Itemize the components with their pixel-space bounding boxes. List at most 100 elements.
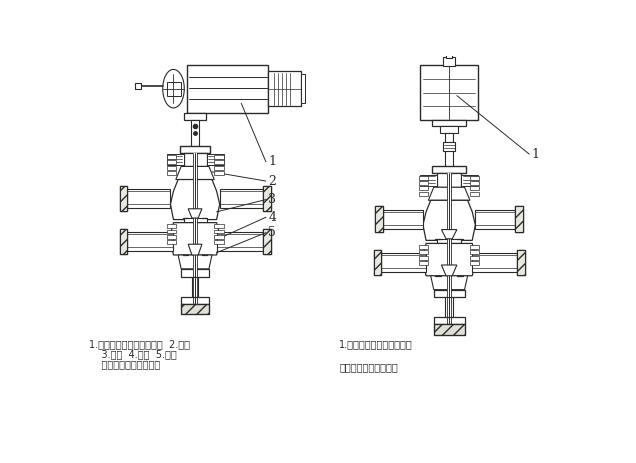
Bar [445, 132, 453, 167]
Bar [374, 250, 382, 275]
Polygon shape [431, 276, 467, 290]
Bar [214, 166, 223, 169]
Bar [445, 297, 453, 319]
Bar [440, 126, 459, 132]
Bar [167, 240, 176, 244]
Polygon shape [188, 244, 202, 255]
Bar [167, 235, 176, 239]
Bar [380, 253, 426, 272]
Bar [126, 232, 174, 251]
Bar [214, 171, 223, 175]
Bar [470, 245, 479, 249]
Bar [167, 160, 176, 164]
Polygon shape [178, 255, 212, 269]
Bar [375, 206, 383, 232]
Polygon shape [176, 166, 214, 180]
Polygon shape [170, 223, 221, 255]
Bar [462, 175, 478, 186]
Bar [192, 276, 198, 298]
Bar [432, 166, 466, 173]
Bar [434, 290, 464, 297]
Bar [470, 261, 479, 265]
Bar [473, 253, 518, 272]
Bar [470, 181, 479, 185]
Bar [515, 206, 523, 232]
Bar [214, 240, 223, 244]
Bar [515, 206, 523, 232]
Text: 1.电动执行机构（电子型）: 1.电动执行机构（电子型） [339, 339, 413, 349]
Bar [432, 120, 466, 126]
Bar [181, 269, 209, 276]
Bar [219, 189, 265, 208]
Bar [443, 57, 455, 66]
Bar [443, 142, 455, 151]
Bar [419, 187, 429, 190]
Bar [120, 186, 127, 211]
Bar [217, 232, 265, 251]
Bar [188, 65, 268, 113]
Text: 5: 5 [268, 226, 276, 239]
Bar [214, 224, 223, 228]
Bar [420, 175, 437, 186]
Text: 3: 3 [268, 193, 276, 206]
Bar [470, 192, 479, 196]
Text: 电子型电动双座调节阀: 电子型电动双座调节阀 [339, 362, 398, 372]
Bar [268, 71, 301, 106]
Bar [184, 113, 206, 120]
Bar [135, 83, 141, 89]
Bar [179, 146, 211, 153]
Polygon shape [423, 200, 475, 240]
Polygon shape [188, 209, 202, 218]
Bar [191, 120, 199, 147]
Bar [120, 229, 127, 254]
Bar [167, 82, 181, 95]
Bar [181, 297, 209, 304]
Bar [434, 324, 464, 335]
Bar [167, 155, 176, 159]
Bar [419, 181, 429, 185]
Text: 1: 1 [268, 155, 276, 169]
Bar [181, 304, 209, 314]
Bar [167, 166, 176, 169]
Bar [419, 192, 429, 196]
Bar [214, 235, 223, 239]
Text: 1.电动执行机构（普通型）  2.阀盖: 1.电动执行机构（普通型） 2.阀盖 [89, 339, 190, 349]
Bar [263, 186, 270, 211]
Bar [420, 65, 478, 120]
Bar [301, 74, 305, 103]
Text: 3.阀芯  4.阀座  5.阀体: 3.阀芯 4.阀座 5.阀体 [89, 349, 177, 359]
Bar [214, 230, 223, 233]
Bar [375, 206, 383, 232]
Text: 1: 1 [532, 148, 539, 161]
Bar [167, 230, 176, 233]
Text: 4: 4 [268, 211, 276, 224]
Bar [126, 189, 170, 208]
Text: 2: 2 [268, 175, 276, 188]
Bar [207, 154, 223, 165]
Bar [447, 173, 452, 297]
Bar [120, 186, 127, 211]
Bar [181, 304, 209, 314]
Bar [470, 256, 479, 260]
Polygon shape [429, 187, 470, 200]
Ellipse shape [163, 69, 184, 108]
Bar [184, 153, 207, 166]
Bar [120, 229, 127, 254]
Bar [167, 154, 184, 165]
Bar [419, 250, 429, 254]
Text: 普通型电动双座调节阀: 普通型电动双座调节阀 [89, 359, 160, 369]
Polygon shape [441, 265, 457, 276]
Polygon shape [441, 230, 457, 239]
Bar [167, 171, 176, 175]
Polygon shape [422, 244, 476, 276]
Bar [374, 250, 382, 275]
Bar [193, 153, 197, 276]
Bar [517, 250, 525, 275]
Bar [470, 187, 479, 190]
Bar [470, 175, 479, 180]
Bar [446, 52, 452, 58]
Bar [434, 324, 464, 335]
Bar [475, 210, 517, 229]
Bar [167, 224, 176, 228]
Bar [419, 261, 429, 265]
